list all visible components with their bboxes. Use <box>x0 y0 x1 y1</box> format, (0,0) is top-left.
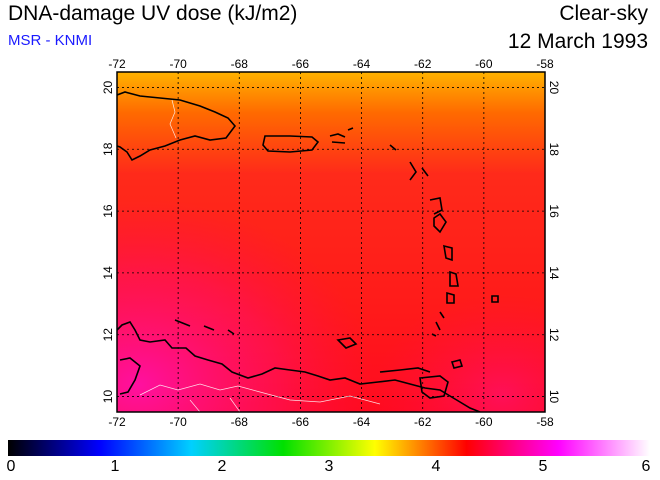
sky-condition-label: Clear-sky <box>559 2 648 25</box>
lat-tick-label-right: 12 <box>547 328 561 342</box>
map-frame <box>116 71 546 413</box>
lon-tick-label-bottom: -70 <box>169 415 187 429</box>
lon-tick-label-top: -68 <box>231 57 249 71</box>
lon-tick-label-bottom: -62 <box>414 415 432 429</box>
colorbar-tick-label: 0 <box>6 458 16 475</box>
lon-tick-label-bottom: -58 <box>536 415 554 429</box>
paria-peninsula <box>379 367 431 373</box>
colorbar-tick-label: 4 <box>431 458 441 475</box>
lake-maracaibo <box>119 357 141 395</box>
lon-tick-label-bottom: -60 <box>475 415 493 429</box>
lat-tick-label-left: 12 <box>101 328 115 342</box>
lon-tick-label-top: -64 <box>353 57 371 71</box>
axis-ticks: -72 -72 -70 -70 -68 -68 -66 -66 -64 -64 -62 -62 -60 -… <box>101 57 561 429</box>
source-label: MSR - KNMI <box>8 32 93 49</box>
page-title: DNA-damage UV dose (kJ/m2) <box>8 2 298 25</box>
grenadines <box>431 311 445 337</box>
lon-tick-label-top: -62 <box>414 57 432 71</box>
lat-tick-label-left: 14 <box>101 266 115 280</box>
lon-tick-label-top: -60 <box>475 57 493 71</box>
lon-tick-label-bottom: -68 <box>231 415 249 429</box>
martinique <box>449 270 459 287</box>
colorbar-tick-label: 6 <box>641 458 651 475</box>
date-label: 12 March 1993 <box>507 30 648 53</box>
uv-field <box>117 72 545 412</box>
hispaniola-coast <box>117 91 237 162</box>
lat-tick-label-left: 16 <box>101 204 115 218</box>
colorbar-tick-label: 3 <box>324 458 334 475</box>
lon-tick-label-bottom: -66 <box>292 415 310 429</box>
lat-tick-label-right: 14 <box>547 266 561 280</box>
margarita <box>336 337 358 349</box>
lat-tick-label-left: 18 <box>101 142 115 156</box>
abc-islands <box>174 319 235 335</box>
tobago <box>450 359 464 369</box>
graticule <box>117 72 545 412</box>
colorbar-tick-label: 1 <box>110 458 120 475</box>
lat-tick-label-left: 20 <box>101 80 115 94</box>
barbados <box>491 295 499 303</box>
lat-tick-label-right: 10 <box>547 390 561 404</box>
lat-tick-label-left: 10 <box>101 390 115 404</box>
colorbar-tick-label: 5 <box>538 458 548 475</box>
colorbar-tick-label: 2 <box>217 458 227 475</box>
lat-tick-label-right: 18 <box>547 143 561 157</box>
virgin-islands <box>329 127 354 144</box>
venezuela-north-coast <box>117 321 481 412</box>
lesser-antilles-north <box>389 144 443 215</box>
lon-tick-label-top: -66 <box>292 57 310 71</box>
guadeloupe <box>433 212 447 234</box>
st-lucia <box>446 291 455 304</box>
puerto-rico-coast <box>262 135 320 153</box>
dominica <box>443 244 453 262</box>
lon-tick-label-top: -58 <box>536 57 554 71</box>
coastlines <box>117 91 499 412</box>
lat-tick-label-right: 16 <box>547 204 561 218</box>
colorbar <box>8 440 650 456</box>
trinidad <box>419 375 449 399</box>
lon-tick-label-top: -70 <box>169 57 187 71</box>
lat-tick-label-right: 20 <box>547 81 561 95</box>
lon-tick-label-bottom: -72 <box>108 415 126 429</box>
national-borders <box>139 99 381 412</box>
lon-tick-label-top: -72 <box>108 57 126 71</box>
lon-tick-label-bottom: -64 <box>353 415 371 429</box>
